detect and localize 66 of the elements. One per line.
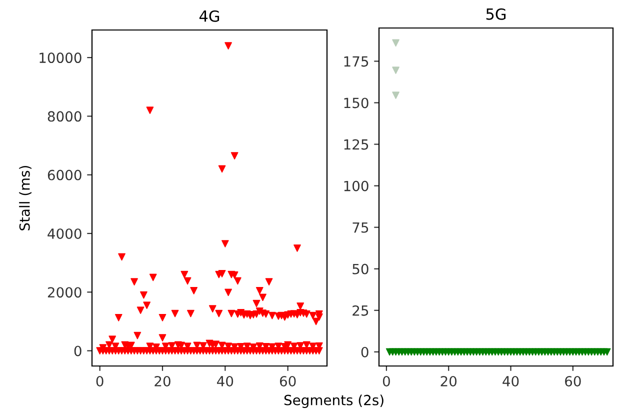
point <box>221 240 229 248</box>
point <box>140 291 148 299</box>
x-tick-label: 0 <box>382 376 390 386</box>
point <box>268 312 276 320</box>
point <box>114 314 122 322</box>
point <box>190 286 198 294</box>
x-axis-title: Segments (2s) <box>284 394 384 408</box>
point <box>218 270 226 278</box>
y-tick-label: 50 <box>352 264 368 274</box>
y-axis-title: Stall (ms) <box>19 166 32 230</box>
x-tick-label: 40 <box>217 376 234 386</box>
point <box>130 278 138 286</box>
chart-title: 5G <box>486 8 506 20</box>
point <box>392 92 400 99</box>
y-tick-label: 100 <box>344 180 368 192</box>
point <box>187 310 194 318</box>
point <box>252 300 260 308</box>
point <box>294 244 301 252</box>
point <box>234 277 242 285</box>
point <box>134 332 142 340</box>
point <box>256 286 264 294</box>
point <box>296 302 304 310</box>
point <box>215 310 223 318</box>
point <box>149 274 157 282</box>
point <box>118 253 126 261</box>
y-tick-label: 10000 <box>40 52 82 64</box>
point <box>143 302 151 309</box>
point <box>228 310 236 318</box>
point <box>230 152 238 160</box>
x-tick-label: 20 <box>154 376 170 386</box>
point <box>218 165 226 173</box>
point <box>171 310 179 318</box>
chart-title: 4G <box>199 10 220 22</box>
x-tick-label: 40 <box>502 376 519 386</box>
y-tick-label: 8000 <box>48 111 82 122</box>
y-tick-label: 150 <box>344 98 368 108</box>
point <box>146 106 154 114</box>
x-tick-label: 20 <box>440 376 457 386</box>
y-tick-label: 2000 <box>48 287 82 298</box>
point <box>309 312 317 320</box>
y-tick-label: 125 <box>344 139 368 150</box>
x-tick-label: 0 <box>96 376 104 386</box>
point <box>158 334 166 342</box>
point <box>315 313 323 321</box>
point <box>158 314 166 322</box>
point <box>392 39 400 47</box>
y-tick-label: 0 <box>361 346 368 358</box>
y-tick-label: 25 <box>352 305 368 316</box>
point <box>136 306 144 314</box>
x-tick-label: 60 <box>565 376 581 386</box>
point <box>208 305 216 313</box>
y-tick-label: 175 <box>344 56 368 67</box>
point <box>265 278 273 286</box>
point <box>108 336 116 343</box>
point <box>184 277 192 285</box>
y-tick-label: 4000 <box>48 228 82 239</box>
point <box>180 270 188 278</box>
point <box>392 66 400 74</box>
y-tick-label: 0 <box>74 346 82 356</box>
point <box>212 340 220 348</box>
point <box>224 288 232 296</box>
y-tick-label: 75 <box>352 222 368 233</box>
y-tick-label: 6000 <box>48 170 82 180</box>
point <box>224 42 232 50</box>
x-tick-label: 60 <box>280 376 296 386</box>
point <box>259 294 266 302</box>
